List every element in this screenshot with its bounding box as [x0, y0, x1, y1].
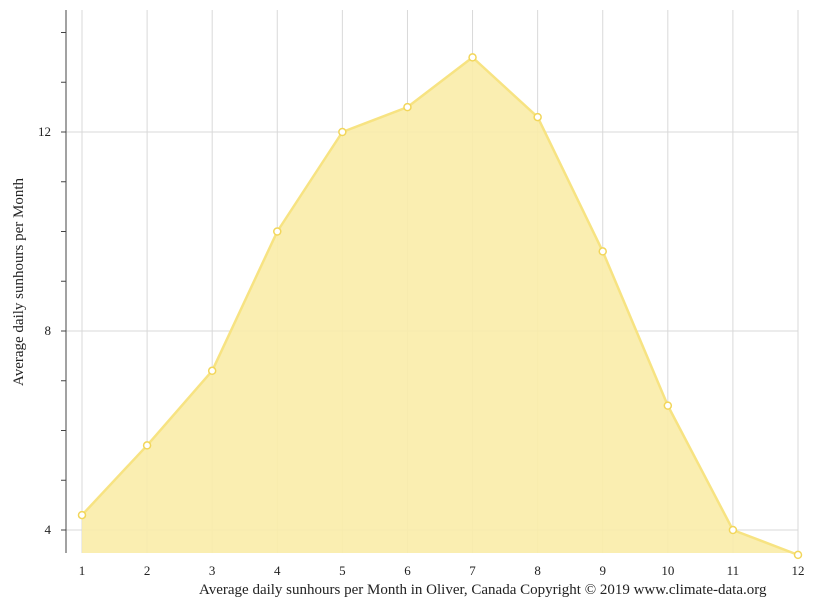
- data-point: [142, 441, 152, 450]
- data-point: [207, 366, 217, 376]
- x-tick-label: 6: [404, 563, 411, 578]
- x-tick-label: 4: [274, 563, 281, 578]
- area-series: [77, 53, 803, 560]
- data-point: [728, 525, 738, 535]
- x-tick-label: 10: [661, 563, 674, 578]
- x-tick-label: 11: [727, 563, 740, 578]
- x-tick-label: 8: [534, 563, 541, 578]
- chart-caption: Average daily sunhours per Month in Oliv…: [199, 582, 767, 598]
- data-point: [403, 102, 412, 112]
- x-tick-label: 2: [144, 563, 151, 578]
- y-tick-label: 12: [38, 124, 51, 139]
- data-point: [77, 510, 87, 520]
- data-point: [338, 127, 347, 137]
- data-point: [273, 227, 282, 236]
- x-tick-label: 9: [599, 563, 606, 578]
- data-point: [598, 247, 607, 256]
- x-tick-label: 3: [209, 563, 216, 578]
- x-tick-label: 5: [339, 563, 346, 578]
- y-tick-label: 8: [45, 323, 52, 338]
- data-point: [793, 550, 803, 560]
- area-fill: [82, 57, 798, 555]
- x-tick-label: 12: [792, 563, 805, 578]
- x-tick-label: 7: [469, 563, 476, 578]
- axes: [61, 10, 67, 553]
- data-point: [533, 112, 542, 122]
- data-point: [468, 53, 477, 62]
- data-point: [663, 401, 673, 410]
- y-tick-label: 4: [45, 522, 52, 537]
- y-axis-title: Average daily sunhours per Month: [11, 178, 27, 387]
- x-tick-label: 1: [79, 563, 86, 578]
- series-line: [81, 56, 799, 557]
